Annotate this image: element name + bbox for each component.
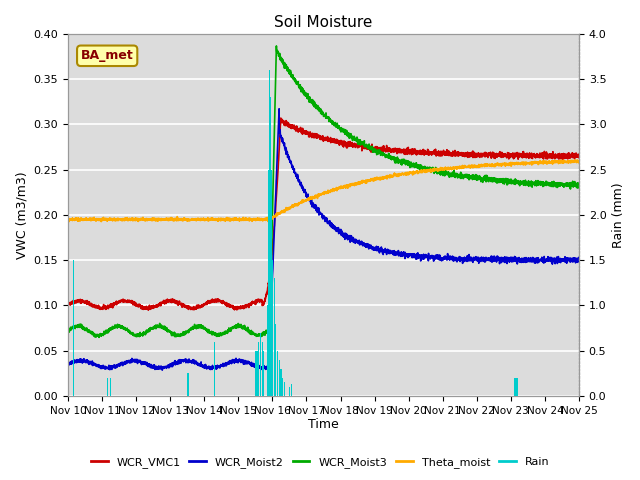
Bar — [260, 333, 261, 396]
Legend: WCR_VMC1, WCR_Moist2, WCR_Moist3, Theta_moist, Rain: WCR_VMC1, WCR_Moist2, WCR_Moist3, Theta_… — [86, 452, 554, 472]
Title: Soil Moisture: Soil Moisture — [275, 15, 372, 30]
Bar — [263, 351, 264, 396]
Bar — [269, 70, 270, 396]
Bar — [517, 378, 518, 396]
Bar — [280, 369, 282, 396]
Bar — [271, 169, 272, 396]
Bar — [258, 342, 259, 396]
Bar — [278, 360, 280, 396]
Bar — [291, 384, 292, 396]
Bar — [72, 260, 74, 396]
Bar — [277, 351, 278, 396]
Bar — [267, 305, 268, 396]
Bar — [107, 378, 108, 396]
Bar — [188, 373, 189, 396]
Bar — [268, 169, 269, 396]
Bar — [257, 351, 258, 396]
Y-axis label: Rain (mm): Rain (mm) — [612, 182, 625, 248]
Bar — [289, 387, 290, 396]
Bar — [110, 378, 111, 396]
Bar — [282, 378, 284, 396]
Bar — [270, 97, 271, 396]
Y-axis label: VWC (m3/m3): VWC (m3/m3) — [15, 171, 28, 259]
Bar — [255, 351, 256, 396]
Bar — [262, 342, 263, 396]
Bar — [272, 260, 273, 396]
Bar — [273, 278, 275, 396]
Text: BA_met: BA_met — [81, 49, 134, 62]
Bar — [214, 342, 215, 396]
Bar — [515, 378, 516, 396]
Bar — [275, 324, 276, 396]
Bar — [284, 383, 285, 396]
X-axis label: Time: Time — [308, 419, 339, 432]
Bar — [514, 378, 515, 396]
